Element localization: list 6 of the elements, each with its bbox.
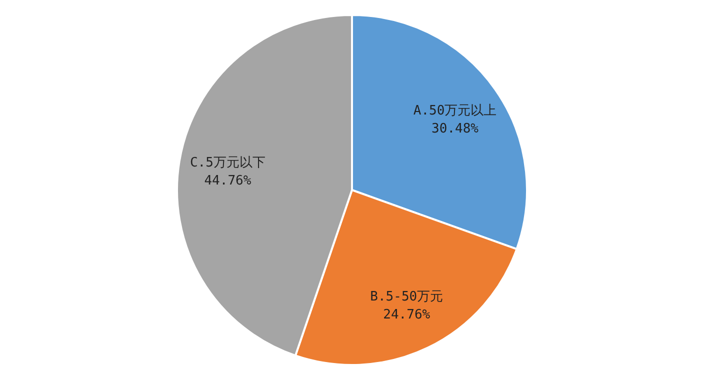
data-label: 44.76% bbox=[204, 173, 252, 188]
slice-label: C.5万元以下 bbox=[190, 155, 266, 170]
slice-label: B.5-50万元 bbox=[370, 290, 444, 305]
slice-label: A.50万元以上 bbox=[413, 103, 497, 118]
data-label: 24.76% bbox=[383, 308, 430, 323]
data-label: 30.48% bbox=[432, 121, 479, 136]
